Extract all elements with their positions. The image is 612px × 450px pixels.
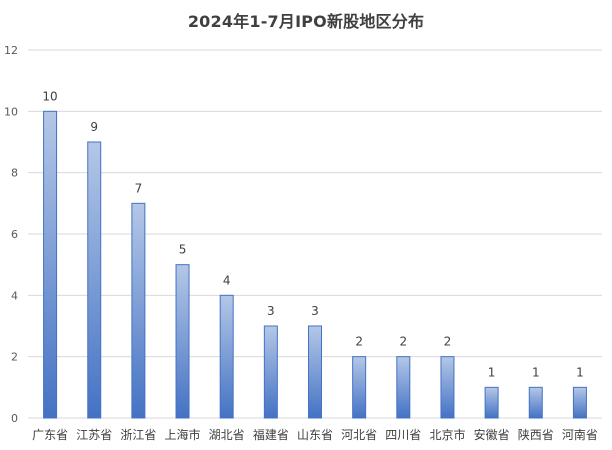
x-tick-label: 山东省 — [297, 428, 333, 442]
data-label: 3 — [267, 304, 275, 318]
y-tick-label: 0 — [11, 412, 18, 425]
data-labels: 10 9 7 5 4 3 3 2 2 2 1 1 1 — [42, 89, 583, 379]
y-tick-label: 10 — [4, 105, 18, 118]
bar — [484, 386, 499, 419]
y-tick-label: 4 — [11, 289, 18, 302]
bar — [396, 356, 411, 419]
data-label: 2 — [444, 335, 452, 349]
y-tick-label: 8 — [11, 167, 18, 180]
bar — [263, 325, 278, 419]
data-label: 1 — [488, 365, 496, 379]
chart-title: 2024年1-7月IPO新股地区分布 — [187, 12, 425, 31]
y-tick-label: 2 — [11, 351, 18, 364]
data-label: 7 — [135, 181, 143, 195]
x-tick-label: 江苏省 — [76, 428, 112, 442]
x-tick-label: 湖北省 — [209, 427, 245, 442]
bar — [572, 386, 587, 419]
x-tick-label: 陕西省 — [518, 427, 554, 442]
data-label: 1 — [532, 365, 540, 379]
bar — [219, 294, 234, 419]
x-axis-labels: 广东省 江苏省 浙江省 上海市 湖北省 福建省 山东省 河北省 四川省 北京市 安徽省 陕西省 河南省 — [32, 427, 598, 442]
bar — [43, 110, 58, 419]
data-label: 10 — [42, 89, 57, 103]
bars — [43, 110, 587, 419]
data-label: 1 — [576, 365, 584, 379]
data-label: 5 — [179, 243, 187, 257]
bar — [131, 202, 146, 419]
data-label: 9 — [90, 120, 98, 134]
data-label: 4 — [223, 273, 231, 287]
data-label: 3 — [311, 304, 319, 318]
x-tick-label: 福建省 — [253, 427, 289, 442]
bar — [352, 356, 367, 419]
y-axis-ticks: 0 2 4 6 8 10 12 — [4, 44, 18, 425]
data-label: 2 — [355, 335, 363, 349]
x-tick-label: 北京市 — [429, 427, 465, 442]
x-tick-label: 上海市 — [165, 427, 201, 442]
bar — [440, 356, 455, 419]
x-tick-label: 河北省 — [341, 428, 377, 442]
bar — [175, 264, 190, 419]
x-tick-label: 浙江省 — [120, 428, 156, 442]
bar — [308, 325, 322, 419]
bar — [528, 386, 543, 419]
y-tick-label: 6 — [11, 228, 18, 241]
x-tick-label: 安徽省 — [474, 427, 510, 442]
bar — [87, 141, 102, 419]
data-label: 2 — [399, 335, 407, 349]
x-tick-label: 河南省 — [562, 427, 598, 442]
x-tick-label: 广东省 — [32, 428, 68, 442]
x-tick-label: 四川省 — [385, 428, 421, 442]
y-tick-label: 12 — [4, 44, 18, 57]
